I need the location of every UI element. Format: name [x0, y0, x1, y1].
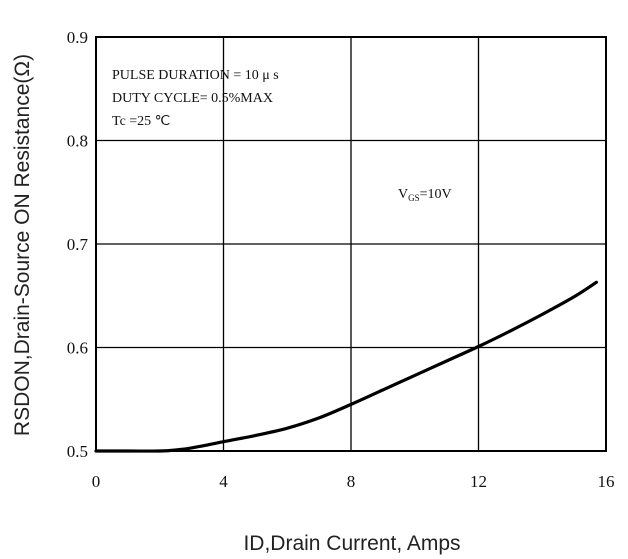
vgs-label: VGS=10V: [398, 187, 452, 203]
x-tick-label: 16: [598, 472, 615, 491]
y-axis-title: RSDON,Drain-Source ON Resistance(Ω): [11, 54, 34, 436]
annotation-duty-cycle: DUTY CYCLE= 0.5%MAX: [112, 91, 273, 106]
grid-lines: [96, 37, 606, 451]
series-line: [94, 280, 598, 453]
vgs-label-v: V: [398, 187, 408, 202]
x-axis-title: ID,Drain Current, Amps: [243, 532, 460, 555]
x-tick-label: 4: [219, 472, 228, 491]
y-tick-label: 0.5: [67, 442, 88, 461]
plot-frame: [95, 36, 607, 452]
y-tick-label: 0.8: [67, 132, 88, 151]
y-tick-label: 0.9: [67, 28, 88, 47]
x-tick-label: 8: [347, 472, 356, 491]
data-series: [94, 280, 598, 453]
y-tick-labels: 0.5 0.6 0.7 0.8 0.9: [67, 28, 89, 461]
y-tick-label: 0.7: [67, 235, 89, 254]
x-tick-labels: 0 4 8 12 16: [92, 472, 615, 491]
vgs-label-value: =10V: [420, 187, 452, 202]
x-tick-label: 0: [92, 472, 101, 491]
x-tick-label: 12: [470, 472, 487, 491]
annotation-temperature: Tc =25 ℃: [112, 114, 170, 129]
y-tick-label: 0.6: [67, 339, 88, 358]
annotation-pulse-duration: PULSE DURATION = 10 μ s: [112, 68, 279, 83]
vgs-label-subscript: GS: [408, 193, 420, 203]
